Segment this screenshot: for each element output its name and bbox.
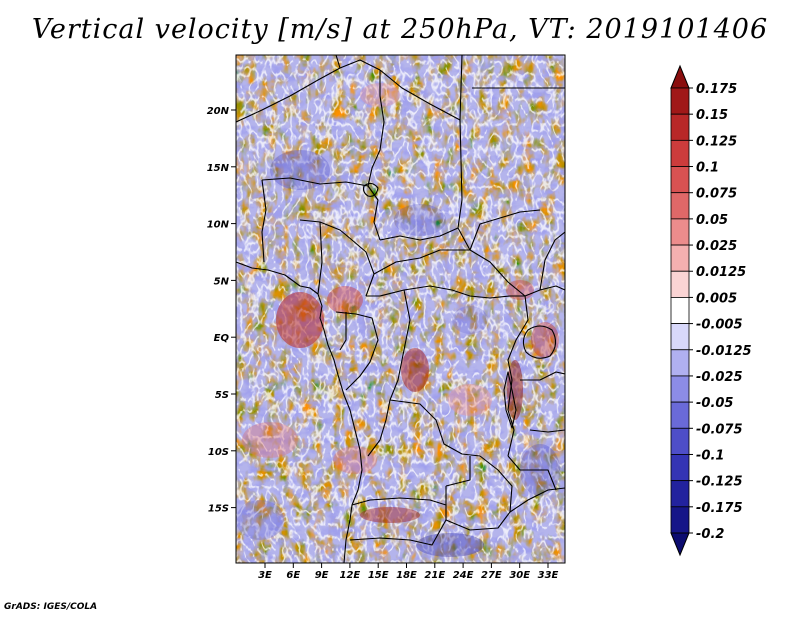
x-tick-label: 6E <box>286 570 300 581</box>
colorbar-swatch <box>670 427 690 455</box>
colorbar-label: 0.125 <box>696 134 737 149</box>
colorbar-label: 0.1 <box>696 161 719 176</box>
x-tick-label: 33E <box>538 570 559 581</box>
colorbar-label: 0.005 <box>696 291 737 306</box>
colorbar-label: 0.175 <box>696 82 737 97</box>
y-tick-label: 15N <box>207 163 230 174</box>
colorbar-label: 0.025 <box>696 239 737 254</box>
colorbar-swatch <box>670 139 690 167</box>
colorbar-label: 0.0125 <box>696 265 746 280</box>
grads-credit: GrADS: IGES/COLA <box>4 602 98 612</box>
colorbar-label: -0.025 <box>696 370 743 385</box>
colorbar-bottom-arrow <box>670 532 690 557</box>
y-tick-label: 10N <box>207 220 230 231</box>
colorbar: 0.175 0.15 0.125 0.1 0.075 0.05 0.025 0.0125 0.0… <box>670 64 752 557</box>
colorbar-swatch <box>670 192 690 220</box>
x-tick-label: 3E <box>258 570 272 581</box>
x-tick-label: 12E <box>340 570 361 581</box>
colorbar-label: 0.075 <box>696 187 737 202</box>
y-axis: 20N 15N 10N 5N EQ 5S 10S 15S <box>207 106 236 515</box>
x-tick-label: 21E <box>424 570 445 581</box>
colorbar-swatch <box>670 401 690 429</box>
colorbar-label: 0.05 <box>696 213 728 228</box>
x-tick-label: 15E <box>368 570 389 581</box>
x-tick-label: 9E <box>315 570 329 581</box>
x-axis: 3E 6E 9E 12E 15E 18E 21E 24E 27E 30E 33E <box>258 563 559 581</box>
colorbar-label: -0.125 <box>696 475 743 490</box>
country-boundaries <box>236 55 565 563</box>
colorbar-swatch <box>670 297 690 324</box>
x-tick-label: 18E <box>396 570 417 581</box>
y-tick-label: 10S <box>208 447 229 458</box>
colorbar-swatch <box>670 244 690 272</box>
colorbar-swatch <box>670 87 690 115</box>
y-tick-label: 20N <box>207 106 230 117</box>
colorbar-label: -0.2 <box>696 527 724 542</box>
colorbar-label: -0.0125 <box>696 344 752 359</box>
colorbar-swatch <box>670 113 690 141</box>
x-tick-label: 27E <box>481 570 502 581</box>
colorbar-label: 0.15 <box>696 108 728 123</box>
x-tick-label: 24E <box>453 570 474 581</box>
colorbar-swatch <box>670 349 690 377</box>
vertical-velocity-field <box>236 55 565 563</box>
colorbar-swatch <box>670 270 690 298</box>
colorbar-label: -0.005 <box>696 318 743 333</box>
colorbar-swatch <box>670 375 690 403</box>
colorbar-label: -0.1 <box>696 448 724 463</box>
y-tick-label: EQ <box>214 333 230 344</box>
map-frame <box>235 54 566 564</box>
colorbar-label: -0.05 <box>696 396 733 411</box>
y-tick-label: 5N <box>214 276 230 287</box>
x-tick-label: 30E <box>509 570 530 581</box>
colorbar-swatch <box>670 166 690 194</box>
colorbar-swatch <box>670 218 690 246</box>
strong-downdraft-areas <box>236 150 560 557</box>
colorbar-swatch <box>670 454 690 482</box>
y-tick-label: 15S <box>208 504 229 515</box>
colorbar-label: -0.175 <box>696 501 743 516</box>
y-tick-label: 5S <box>215 390 229 401</box>
colorbar-swatch <box>670 480 690 508</box>
colorbar-label: -0.075 <box>696 422 743 437</box>
colorbar-top-arrow <box>670 64 690 89</box>
map-title: Vertical velocity [m/s] at 250hPa, VT: 2… <box>31 14 769 45</box>
colorbar-swatch <box>670 506 690 534</box>
colorbar-swatch <box>670 323 690 351</box>
